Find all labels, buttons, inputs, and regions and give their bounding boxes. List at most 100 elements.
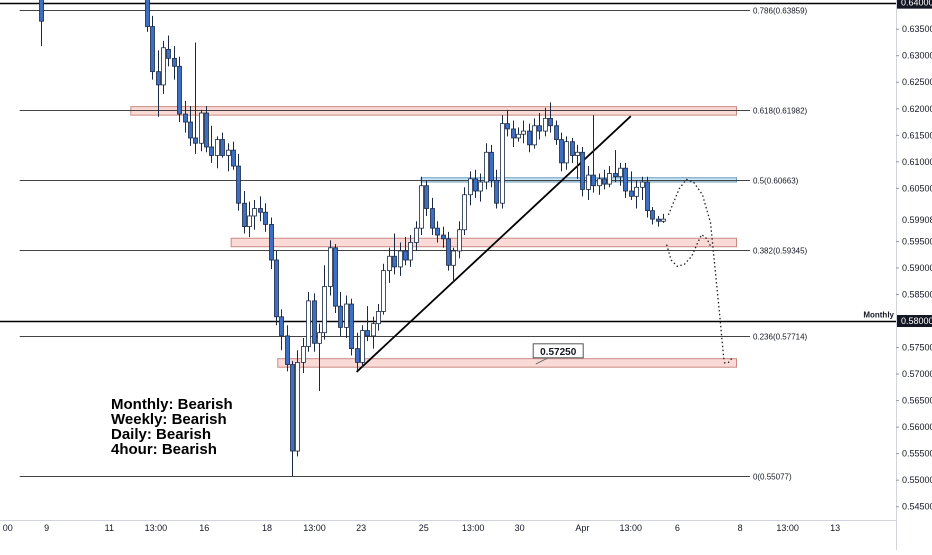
fib-level-label: 0.786(0.63859) xyxy=(753,7,808,16)
candle-down xyxy=(349,303,354,350)
candle-down xyxy=(312,300,317,344)
callout-box xyxy=(532,343,584,359)
candle-up xyxy=(468,178,473,196)
candle-down xyxy=(204,112,209,148)
candle-down xyxy=(145,0,150,27)
time-tick-label: 00 xyxy=(3,523,13,533)
fib-level-label: 0.618(0.61982) xyxy=(753,107,808,116)
trendline xyxy=(355,115,632,373)
candle-up xyxy=(640,181,645,188)
candle-up xyxy=(301,346,306,363)
price-tag-label: 0.64000 xyxy=(901,0,932,8)
candle-up xyxy=(575,151,580,156)
candle-up xyxy=(462,194,467,231)
price-tick-label: 0.56500 xyxy=(902,396,932,406)
price-tick-label: 0.56000 xyxy=(902,422,932,432)
candle-up xyxy=(478,181,483,192)
time-tick-label: 13:00 xyxy=(303,523,326,533)
candle-down xyxy=(242,202,247,227)
candle-down xyxy=(172,57,177,67)
candle-down xyxy=(537,125,542,132)
candle-down xyxy=(602,178,607,185)
candle-up xyxy=(381,270,386,312)
candle-down xyxy=(355,348,360,363)
candle-down xyxy=(494,180,499,204)
candle-down xyxy=(150,26,155,73)
time-tick-label: 25 xyxy=(419,523,429,533)
candle-up xyxy=(328,247,333,287)
time-tick-label: 16 xyxy=(199,523,209,533)
candle-down xyxy=(430,208,435,229)
candle-down xyxy=(258,208,263,213)
candle-down xyxy=(269,224,274,261)
price-tick-label: 0.58500 xyxy=(902,289,932,299)
candle-up xyxy=(457,229,462,252)
monthly-level-label: Monthly xyxy=(863,311,894,320)
candle-down xyxy=(446,238,451,266)
candle-down xyxy=(435,227,440,236)
candle-down xyxy=(263,211,268,225)
candle-up xyxy=(360,330,365,363)
time-tick-label: 13:00 xyxy=(145,523,168,533)
candle-down xyxy=(650,210,655,220)
time-tick-label: 30 xyxy=(515,523,525,533)
candle-up xyxy=(543,117,548,132)
candle-down xyxy=(645,181,650,212)
candle-up xyxy=(597,178,602,187)
candle-up xyxy=(371,323,376,337)
candle-down xyxy=(220,139,225,156)
candle-down xyxy=(365,330,370,337)
candle-down xyxy=(274,259,279,318)
candle-down xyxy=(527,130,532,146)
fib-level-label: 0.382(0.59345) xyxy=(753,247,808,256)
candle-down xyxy=(505,123,510,130)
price-tag-bg xyxy=(897,315,932,328)
supply-demand-zone xyxy=(230,237,738,248)
price-tick-label: 0.55500 xyxy=(902,449,932,459)
candle-up xyxy=(661,218,666,222)
price-tick-label: 0.59000 xyxy=(902,263,932,273)
candle-down xyxy=(188,121,193,139)
candle-up xyxy=(564,141,569,164)
candle-down xyxy=(39,0,44,22)
candle-down xyxy=(193,137,198,144)
candle-up xyxy=(618,167,623,178)
candle-down xyxy=(403,250,408,261)
fib-level-label: 0(0.55077) xyxy=(753,473,792,482)
candle-up xyxy=(607,173,612,185)
time-tick-label: Apr xyxy=(575,523,589,533)
time-tick-label: 13:00 xyxy=(620,523,643,533)
bias-annotation: 4hour: Bearish xyxy=(111,441,217,458)
candle-down xyxy=(183,113,188,123)
time-tick-label: 23 xyxy=(356,523,366,533)
price-tick-label: 0.57500 xyxy=(902,343,932,353)
candle-up xyxy=(322,286,327,334)
time-tick-label: 13:00 xyxy=(462,523,485,533)
time-tick-label: 6 xyxy=(675,523,680,533)
candle-up xyxy=(408,242,413,261)
candle-up xyxy=(414,227,419,243)
fib-level-label: 0.5(0.60663) xyxy=(753,177,799,186)
candle-down xyxy=(489,151,494,181)
candle-down xyxy=(166,48,171,59)
price-tag-bg xyxy=(897,0,932,9)
candle-up xyxy=(532,125,537,146)
candle-down xyxy=(279,316,284,337)
candle-up xyxy=(344,303,349,328)
price-tag-label: 0.58000 xyxy=(901,316,932,326)
candle-down xyxy=(559,139,564,164)
candle-up xyxy=(376,311,381,325)
candle-down xyxy=(473,178,478,192)
candle-down xyxy=(570,141,575,156)
price-tick-label: 0.57000 xyxy=(902,369,932,379)
candle-up xyxy=(586,174,591,190)
candle-down xyxy=(333,247,338,307)
price-tick-label: 0.63000 xyxy=(902,51,932,61)
candle-down xyxy=(156,71,161,86)
time-tick-label: 13 xyxy=(830,523,840,533)
candle-down xyxy=(236,165,241,204)
candle-up xyxy=(484,151,489,183)
